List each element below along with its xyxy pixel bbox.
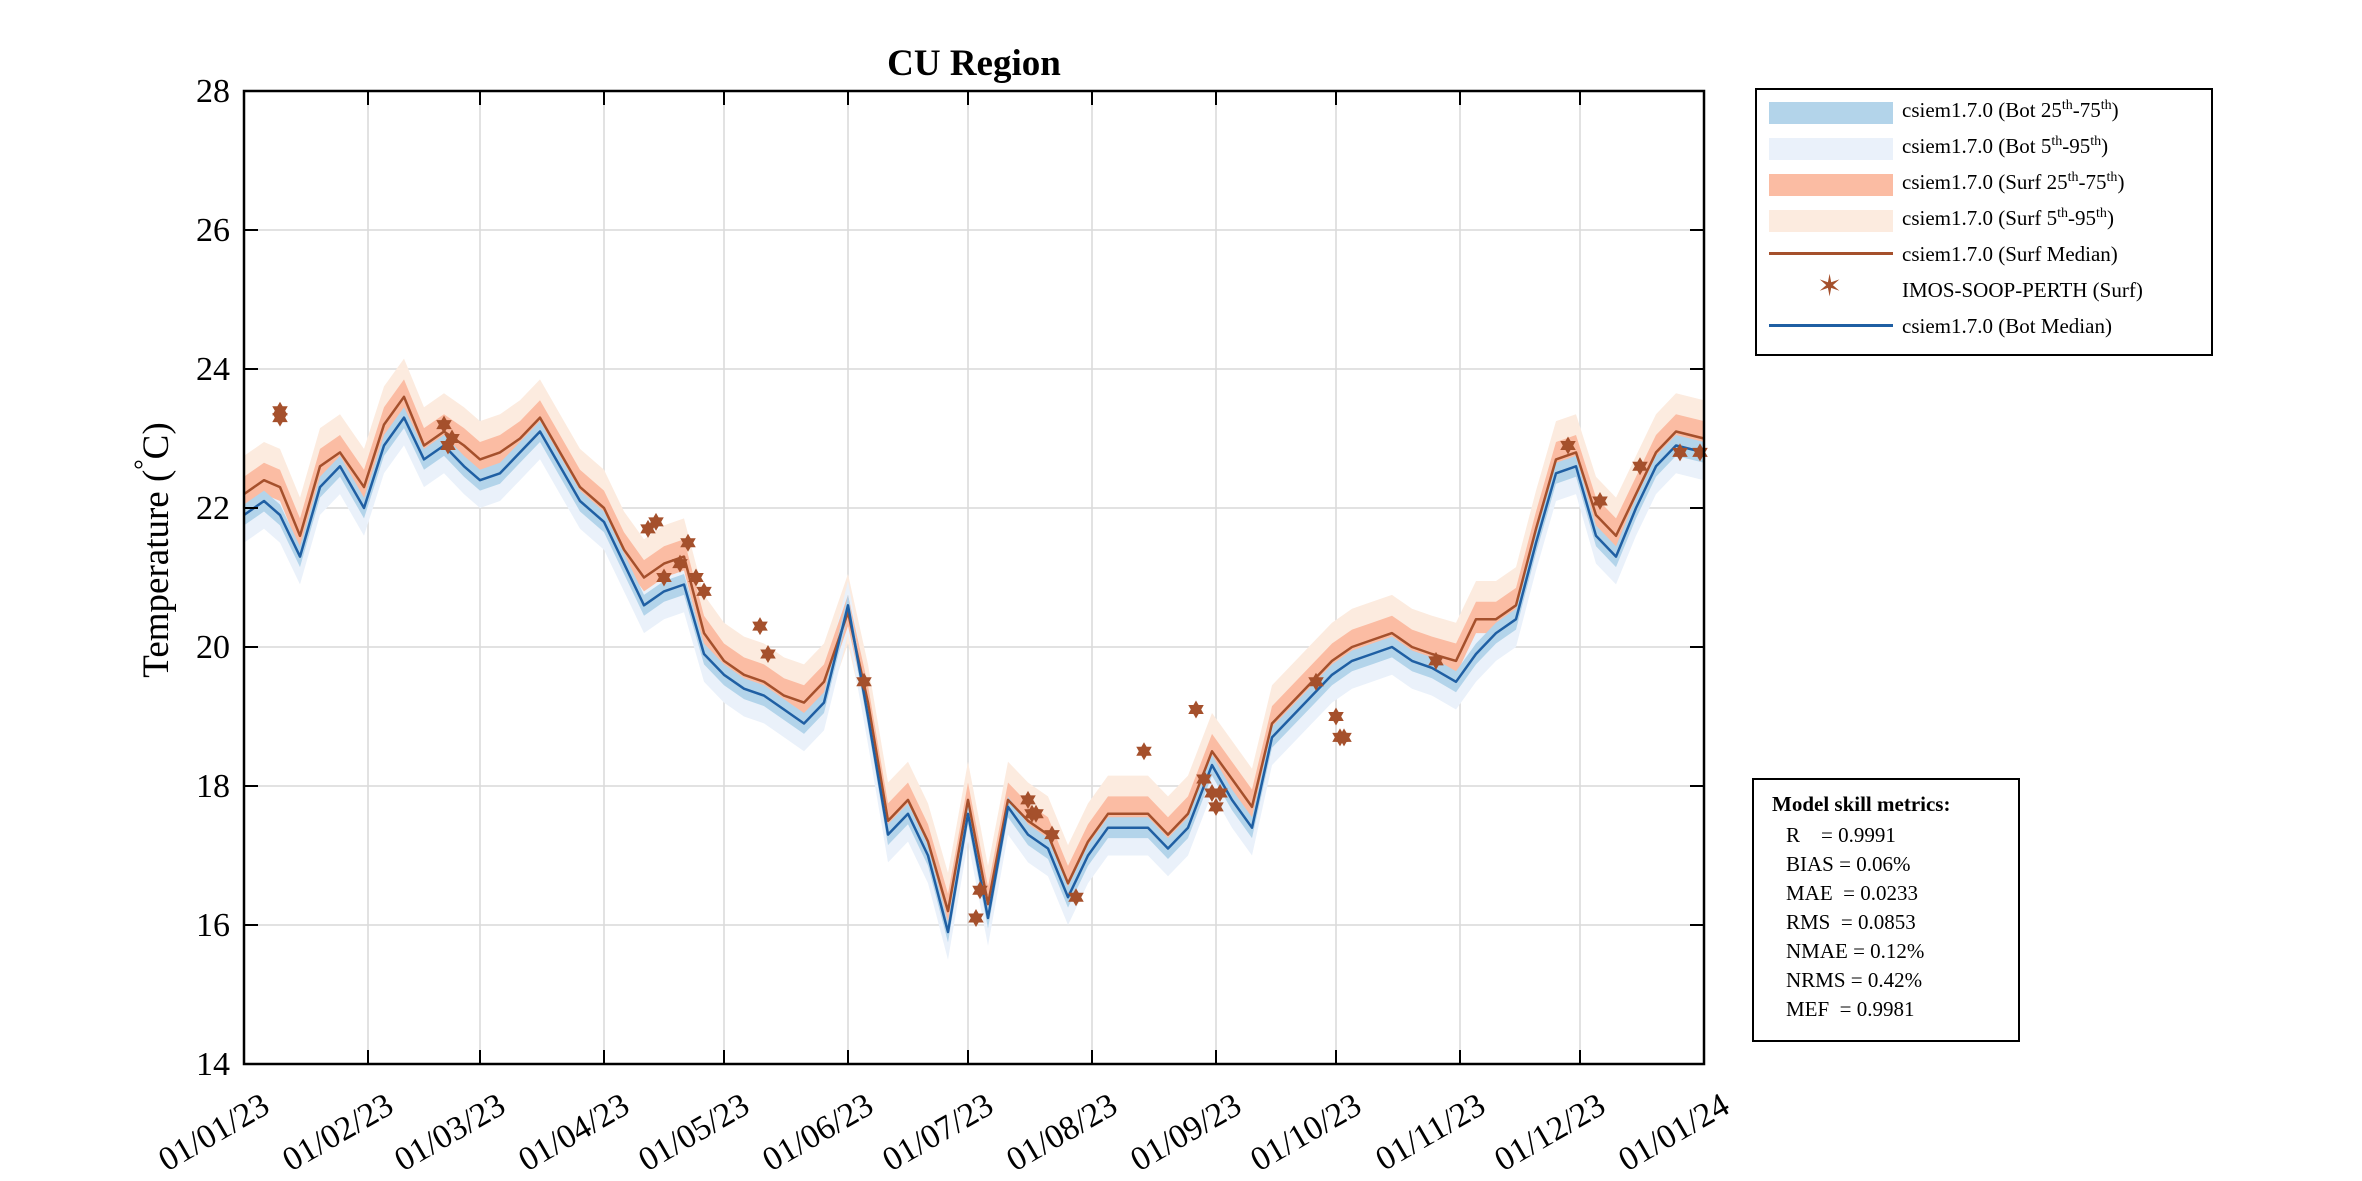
skill-metrics-box: Model skill metrics: R = 0.9991 BIAS = 0.… (1752, 778, 2020, 1042)
legend-line-sample (1769, 252, 1893, 255)
x-tick-label: 01/01/24 (1612, 1086, 1735, 1178)
observation-point (1020, 790, 1036, 809)
observation-point (640, 519, 656, 538)
observation-point (1196, 769, 1212, 789)
legend-label: csiem1.7.0 (Surf 25th-75th) (1902, 170, 2125, 194)
observation-point (1632, 457, 1648, 476)
observation-point (1068, 888, 1084, 907)
legend-label: csiem1.7.0 (Surf Median) (1902, 242, 2118, 266)
y-tick-label: 16 (196, 907, 230, 944)
observation-point (760, 644, 776, 664)
legend-item-surf-25-75: csiem1.7.0 (Surf 25th-75th) (1765, 166, 2205, 198)
observation-point (972, 881, 988, 900)
percentile-bands (244, 358, 1704, 960)
x-tick-label: 01/06/23 (756, 1086, 879, 1178)
x-tick-label: 01/10/23 (1244, 1086, 1367, 1178)
metric-line: NRMS = 0.42% (1786, 968, 1923, 992)
observation-point (1560, 436, 1576, 455)
metric-line: MEF = 0.9981 (1786, 997, 1915, 1021)
legend-item-bot-5-95: csiem1.7.0 (Bot 5th-95th) (1765, 130, 2205, 162)
x-tick-label: 01/05/23 (632, 1086, 755, 1178)
y-tick-label: 22 (196, 490, 230, 527)
x-tick-label: 01/01/23 (152, 1086, 275, 1178)
observation-markers (272, 401, 1708, 928)
x-tick-label: 01/03/23 (388, 1086, 511, 1178)
observation-point (1188, 700, 1204, 719)
metrics-title: Model skill metrics: (1772, 792, 1951, 816)
x-tick-label: 01/04/23 (512, 1086, 635, 1178)
legend-item-obs: ✶ IMOS-SOOP-PERTH (Surf) (1765, 269, 2205, 306)
y-tick-label: 18 (196, 768, 230, 805)
legend-label: csiem1.7.0 (Bot 5th-95th) (1902, 134, 2109, 158)
observation-point (1308, 672, 1324, 691)
observation-point (1428, 651, 1444, 670)
observation-point (1212, 783, 1228, 803)
bot-25-75-band (244, 407, 1704, 943)
x-tick-label: 01/09/23 (1124, 1086, 1247, 1178)
observation-point (648, 512, 664, 531)
plot-frame (242, 89, 1706, 1066)
x-tick-label: 01/08/23 (1000, 1086, 1123, 1178)
chart-title: CU Region (887, 43, 1061, 84)
bot-5-95-band (244, 393, 1704, 960)
x-tick-label: 01/11/23 (1369, 1086, 1491, 1178)
legend-label: csiem1.7.0 (Bot Median) (1902, 314, 2112, 338)
observation-point (1336, 728, 1352, 747)
observation-point (1328, 707, 1344, 726)
surf-median-line (243, 395, 1705, 913)
observation-point (752, 617, 768, 636)
y-tick-label: 24 (196, 351, 230, 388)
observation-point (968, 908, 984, 928)
y-axis-label: Temperature (°C) (129, 422, 177, 677)
metric-line: NMAE = 0.12% (1786, 939, 1925, 963)
y-tick-label: 14 (196, 1046, 230, 1083)
observation-point (1208, 797, 1224, 816)
x-tick-label: 01/12/23 (1488, 1086, 1611, 1178)
legend-item-bot-median: csiem1.7.0 (Bot Median) (1765, 310, 2205, 342)
y-tick-label: 28 (196, 73, 230, 110)
legend-item-bot-25-75: csiem1.7.0 (Bot 25th-75th) (1765, 94, 2205, 126)
observation-point (688, 568, 704, 587)
bot-median-line (243, 416, 1705, 934)
legend-label: csiem1.7.0 (Surf 5th-95th) (1902, 206, 2114, 230)
legend-line-sample (1769, 324, 1893, 327)
observation-point (272, 408, 288, 427)
x-tick-label: 01/07/23 (876, 1086, 999, 1178)
observation-point (656, 568, 672, 587)
observation-point (436, 415, 452, 434)
observation-point (444, 429, 460, 448)
median-lines (243, 395, 1705, 934)
y-tick-label: 20 (196, 629, 230, 666)
observation-point (680, 533, 696, 552)
observation-point (696, 582, 712, 601)
legend-label: csiem1.7.0 (Bot 25th-75th) (1902, 98, 2119, 122)
metric-line: R = 0.9991 (1786, 823, 1896, 847)
observation-point (1672, 443, 1688, 462)
observation-point (856, 672, 872, 691)
legend-swatch (1769, 138, 1893, 160)
x-tick-label: 01/02/23 (276, 1086, 399, 1178)
legend-swatch (1769, 210, 1893, 232)
observation-point (1136, 742, 1152, 761)
metric-line: BIAS = 0.06% (1786, 852, 1911, 876)
y-tick-label: 26 (196, 212, 230, 249)
legend-swatch (1769, 102, 1893, 124)
legend-swatch (1769, 174, 1893, 196)
legend-label: IMOS-SOOP-PERTH (Surf) (1902, 278, 2143, 302)
chart-legend: csiem1.7.0 (Bot 25th-75th) csiem1.7.0 (Bo… (1755, 88, 2213, 356)
metric-line: MAE = 0.0233 (1786, 881, 1919, 905)
observation-point (1592, 491, 1608, 511)
observation-point (672, 554, 688, 573)
observation-point (1044, 825, 1060, 844)
legend-item-surf-median: csiem1.7.0 (Surf Median) (1765, 238, 2205, 270)
legend-star-icon: ✶ (1817, 269, 1843, 304)
observation-point (1028, 804, 1044, 823)
metric-line: RMS = 0.0853 (1786, 910, 1916, 934)
legend-item-surf-5-95: csiem1.7.0 (Surf 5th-95th) (1765, 202, 2205, 234)
